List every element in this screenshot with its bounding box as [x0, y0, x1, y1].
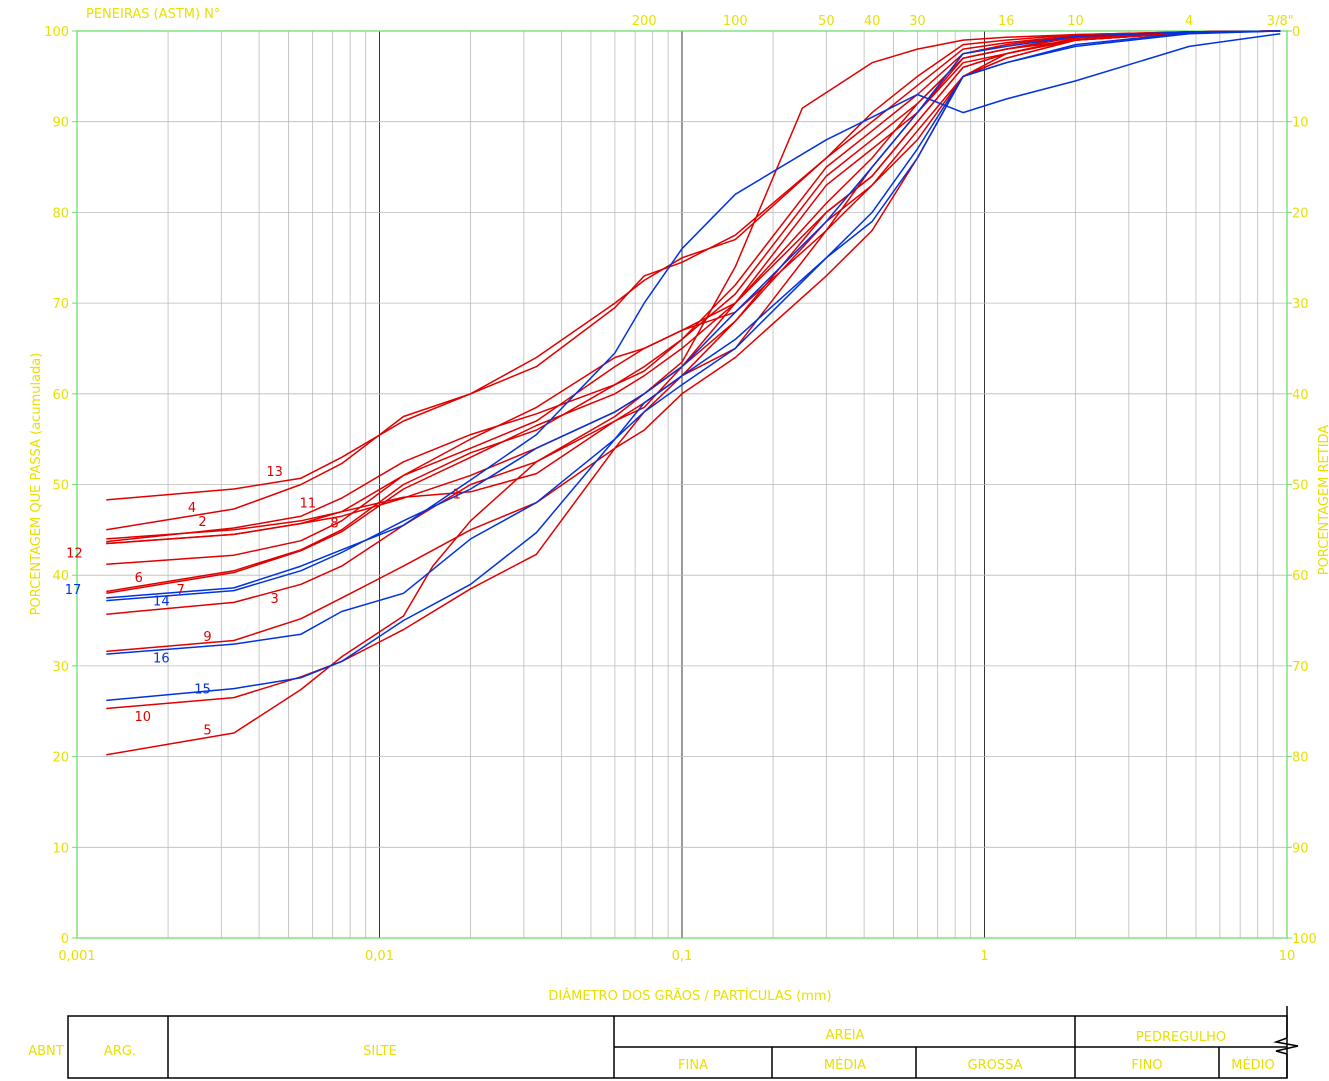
series-label-4: 4 [188, 501, 196, 516]
x-tick-label: 1 [980, 949, 988, 964]
series-label-10: 10 [135, 710, 152, 725]
series-label-15: 15 [194, 683, 211, 698]
series-label-16: 16 [153, 652, 170, 667]
areia-label: AREIA [826, 1028, 865, 1043]
y-tick-label: 80 [52, 206, 69, 221]
series-line-13 [106, 30, 1281, 501]
y-axis-right-label: PORCENTAGEM RETIDA [1317, 425, 1329, 576]
y-tick-label-right: 80 [1292, 751, 1309, 766]
x-tick-label: 0,001 [58, 949, 95, 964]
y-axis-label: PORCENTAGEM QUE PASSA (acumulada) [29, 353, 44, 616]
y-tick-label: 10 [52, 841, 69, 856]
sieve-label: 50 [818, 14, 835, 29]
series-label-3: 3 [270, 592, 278, 607]
series-label-7: 7 [176, 583, 184, 598]
sieve-label: 100 [723, 14, 748, 29]
sieves-title: PENEIRAS (ASTM) N° [86, 7, 220, 22]
areia-media-label: MÉDIA [824, 1057, 866, 1073]
y-tick-label: 50 [52, 479, 69, 494]
series-label-2: 2 [198, 515, 206, 530]
series-line-16 [106, 30, 1281, 655]
series-line-15 [106, 30, 1281, 702]
x-tick-label: 10 [1279, 949, 1296, 964]
series-label-17: 17 [65, 583, 82, 598]
series-line-5 [106, 30, 1281, 756]
y-tick-label-right: 50 [1292, 479, 1309, 494]
series-label-9: 9 [203, 630, 211, 645]
abnt-classification-table: ABNT ARG. SILTE AREIA PEDREGULHO FINA MÉ… [28, 1006, 1299, 1079]
pedregulho-label: PEDREGULHO [1136, 1030, 1226, 1045]
y-tick-label-right: 30 [1292, 297, 1309, 312]
sieve-label: 4 [1185, 14, 1193, 29]
y-tick-label: 40 [52, 569, 69, 584]
argila-label: ARG. [104, 1044, 136, 1059]
y-tick-label-right: 20 [1292, 206, 1309, 221]
y-tick-label-right: 10 [1292, 116, 1309, 131]
x-tick-label: 0,01 [365, 949, 394, 964]
y-tick-label-right: 60 [1292, 569, 1309, 584]
standard-label: ABNT [28, 1044, 64, 1059]
series-line-17 [106, 32, 1281, 599]
series-label-14: 14 [153, 595, 170, 610]
y-tick-label: 90 [52, 116, 69, 131]
x-tick-label: 0,1 [672, 949, 693, 964]
y-tick-label-right: 0 [1292, 25, 1300, 40]
pedregulho-medio-label: MÉDIO [1231, 1057, 1275, 1073]
series-line-6 [106, 30, 1281, 593]
series-line-12 [106, 30, 1281, 566]
series-label-13: 13 [266, 465, 283, 480]
y-tick-label-right: 70 [1292, 660, 1309, 675]
series-label-1: 1 [453, 488, 461, 503]
sieve-label: 40 [864, 14, 881, 29]
areia-fina-label: FINA [678, 1058, 708, 1073]
series-label-6: 6 [135, 571, 143, 586]
series-line-11 [106, 30, 1281, 540]
sieve-label: 3/8" [1267, 14, 1294, 29]
chart-grid [77, 31, 1287, 938]
y-tick-label: 70 [52, 297, 69, 312]
series-label-11: 11 [300, 497, 317, 512]
series-lines [106, 30, 1281, 756]
series-label-5: 5 [203, 723, 211, 738]
y-tick-label: 20 [52, 751, 69, 766]
series-line-4 [106, 30, 1281, 531]
series-label-8: 8 [330, 517, 338, 532]
pedregulho-fino-label: FINO [1131, 1058, 1162, 1073]
sieve-label: 200 [632, 14, 657, 29]
series-label-12: 12 [66, 547, 83, 562]
y-tick-label-right: 40 [1292, 388, 1309, 403]
series-line-7 [106, 30, 1281, 595]
sieve-label: 10 [1067, 14, 1084, 29]
sieve-label: 16 [998, 14, 1015, 29]
x-axis-label: DIÂMETRO DOS GRÃOS / PARTÍCULAS (mm) [548, 988, 831, 1004]
areia-grossa-label: GROSSA [968, 1058, 1023, 1073]
y-tick-label: 100 [44, 25, 69, 40]
sieve-label: 30 [909, 14, 926, 29]
y-tick-label: 0 [61, 932, 69, 947]
series-line-14 [106, 30, 1281, 602]
silte-label: SILTE [363, 1044, 397, 1059]
y-tick-label-right: 100 [1292, 932, 1317, 947]
y-tick-label: 30 [52, 660, 69, 675]
y-tick-label-right: 90 [1292, 841, 1309, 856]
y-tick-label: 60 [52, 388, 69, 403]
